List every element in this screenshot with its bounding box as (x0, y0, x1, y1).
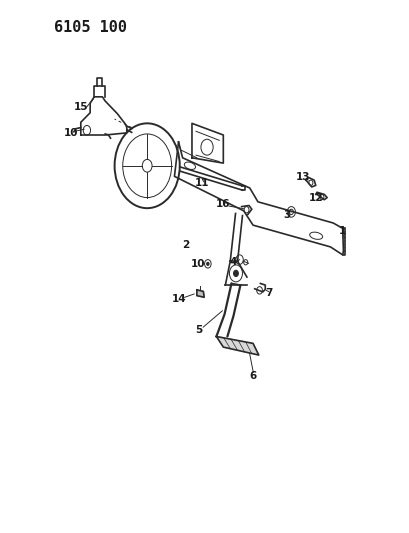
Text: 1: 1 (338, 226, 346, 236)
Text: 12: 12 (308, 192, 323, 203)
Polygon shape (196, 290, 204, 297)
Text: 3: 3 (282, 209, 289, 220)
Text: 4: 4 (229, 257, 237, 267)
Text: 10: 10 (64, 128, 79, 138)
Text: 14: 14 (172, 294, 186, 304)
Text: 5: 5 (195, 325, 202, 335)
Circle shape (233, 270, 238, 277)
Text: 11: 11 (194, 177, 209, 188)
Circle shape (206, 262, 209, 265)
Text: 13: 13 (296, 172, 310, 182)
Polygon shape (216, 336, 258, 355)
Text: 7: 7 (265, 288, 272, 298)
Text: 10: 10 (190, 259, 204, 269)
Text: 6105 100: 6105 100 (54, 20, 127, 35)
Text: 2: 2 (181, 240, 189, 251)
Text: 15: 15 (73, 102, 88, 112)
Text: 16: 16 (216, 199, 230, 209)
Text: 6: 6 (249, 372, 256, 381)
